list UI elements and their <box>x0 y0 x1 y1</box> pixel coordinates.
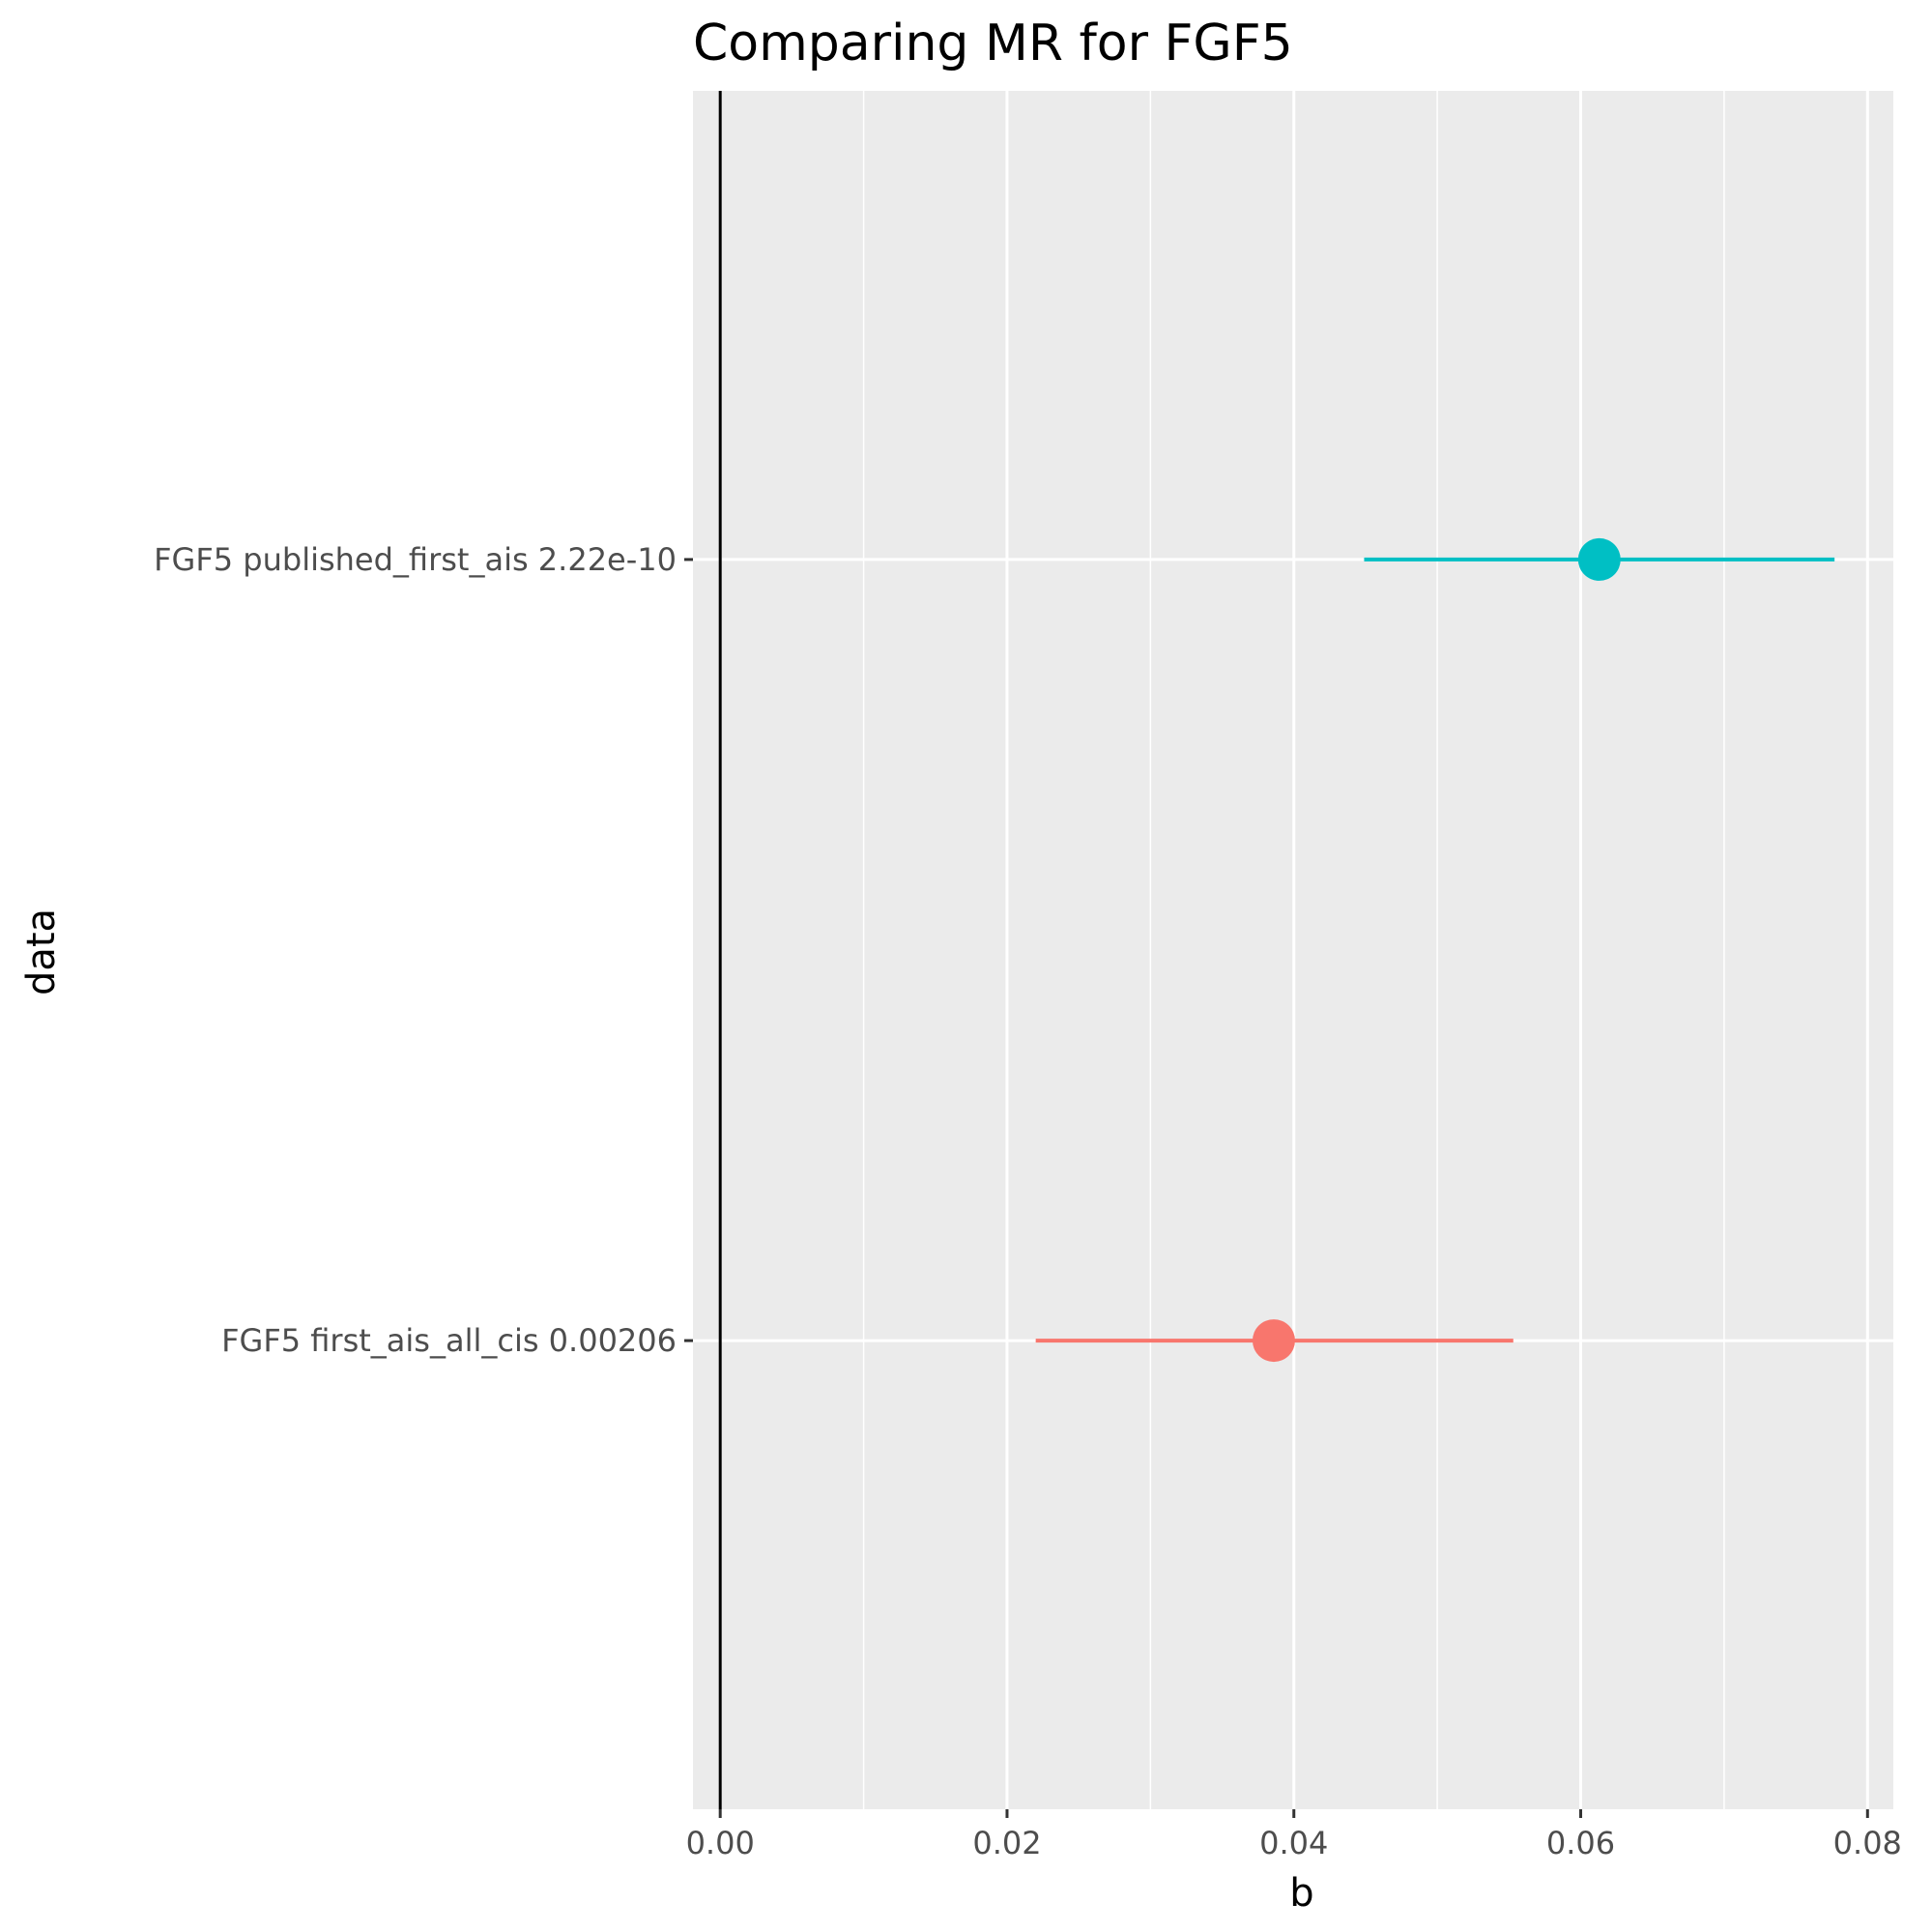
x-tick-label: 0.06 <box>1546 1825 1615 1861</box>
data-marks <box>1035 537 1835 1363</box>
x-tick-label: 0.04 <box>1259 1825 1328 1861</box>
x-axis-title: b <box>1289 1871 1313 1916</box>
y-tick-label: FGF5 published_first_ais 2.22e-10 <box>154 541 677 578</box>
data-point <box>1252 1319 1295 1363</box>
x-tick-label: 0.02 <box>972 1825 1041 1861</box>
x-axis: 0.00 0.02 0.04 0.06 0.08 <box>686 1809 1902 1861</box>
x-tick-label: 0.00 <box>686 1825 755 1861</box>
x-tick-label: 0.08 <box>1833 1825 1902 1861</box>
data-point <box>1577 537 1621 581</box>
y-axis: FGF5 published_first_ais 2.22e-10 FGF5 fi… <box>154 541 693 1359</box>
y-tick-label: FGF5 first_ais_all_cis 0.00206 <box>221 1322 677 1359</box>
chart-title: Comparing MR for FGF5 <box>693 14 1293 72</box>
y-axis-title: data <box>19 908 64 995</box>
